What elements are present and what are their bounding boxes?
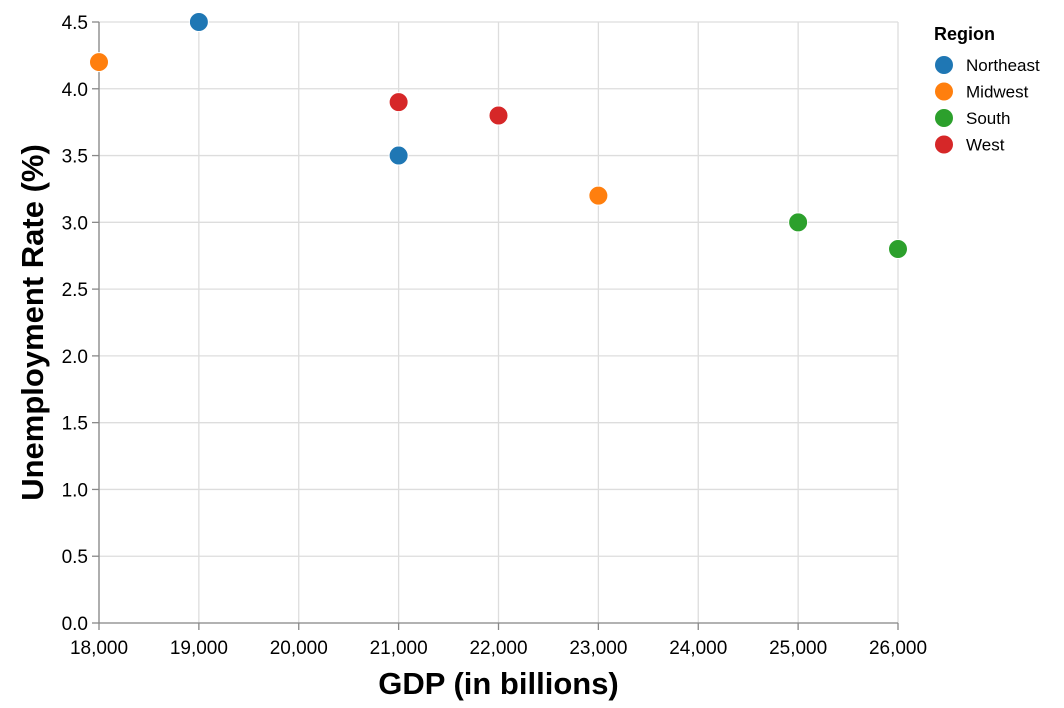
data-point — [388, 145, 409, 166]
legend-swatch — [935, 56, 953, 74]
axes: 18,000 19,000 20,000 21,000 22,000 23,000 24,0… — [62, 13, 927, 659]
x-axis-title: GDP (in billions) — [378, 666, 619, 701]
data-point — [888, 239, 908, 260]
legend-title: Region — [934, 24, 995, 44]
legend-label: West — [966, 136, 1005, 155]
data-point — [89, 52, 109, 73]
legend-label: Midwest — [966, 83, 1029, 102]
legend-label: Northeast — [966, 56, 1040, 75]
legend: Region Northeast Midwest South West — [934, 24, 1040, 155]
legend-label: South — [966, 109, 1010, 128]
y-tick-label: 2.0 — [62, 347, 88, 368]
data-point — [588, 185, 609, 206]
x-tick-label: 18,000 — [70, 638, 128, 659]
x-tick-label: 26,000 — [869, 638, 927, 659]
x-tick-label: 25,000 — [769, 638, 827, 659]
legend-swatch — [935, 135, 953, 154]
x-tick-label: 22,000 — [469, 638, 527, 659]
data-point — [388, 92, 409, 113]
y-tick-label: 3.5 — [62, 147, 88, 168]
legend-swatch — [935, 82, 953, 101]
legend-swatch — [935, 109, 953, 127]
x-tick-label: 19,000 — [170, 638, 228, 659]
x-tick-label: 24,000 — [669, 638, 727, 659]
y-tick-label: 1.5 — [62, 414, 88, 435]
y-tick-label: 2.5 — [62, 280, 88, 301]
y-tick-label: 0.0 — [62, 614, 88, 635]
y-axis-title: Unemployment Rate (%) — [15, 144, 50, 501]
grid — [98, 21, 899, 624]
y-tick-label: 4.5 — [62, 13, 88, 34]
data-points — [89, 12, 908, 260]
y-tick-label: 4.0 — [62, 80, 88, 101]
y-tick-label: 0.5 — [62, 547, 88, 568]
data-point — [788, 212, 809, 233]
data-point — [488, 105, 509, 126]
x-tick-label: 21,000 — [370, 638, 428, 659]
data-point — [188, 12, 209, 32]
x-tick-label: 23,000 — [569, 638, 627, 659]
y-tick-label: 3.0 — [62, 213, 88, 234]
x-tick-label: 20,000 — [270, 638, 328, 659]
y-tick-label: 1.0 — [62, 480, 88, 501]
